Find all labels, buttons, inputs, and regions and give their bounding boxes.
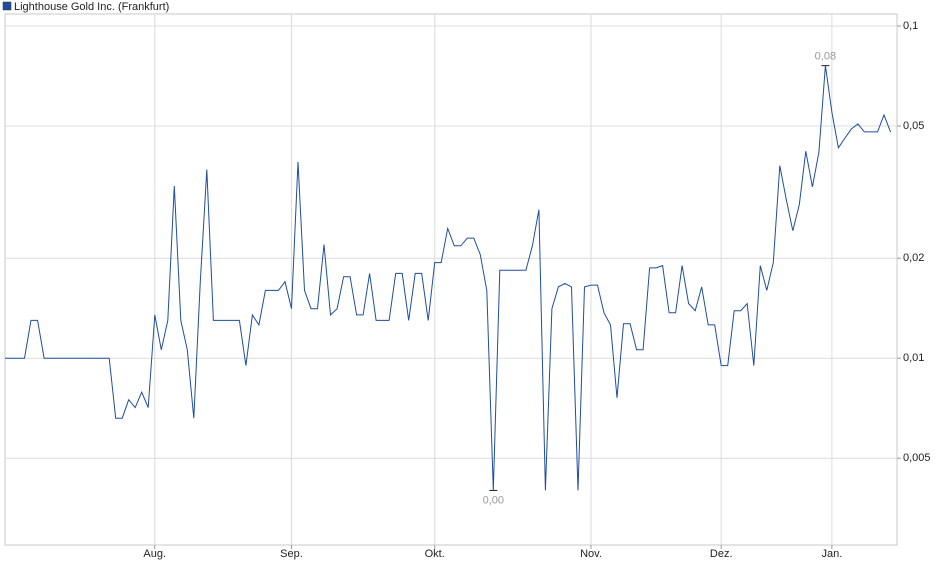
y-tick-label: 0,1 — [903, 20, 918, 32]
legend-swatch — [2, 1, 12, 11]
y-tick-label: 0,02 — [903, 252, 924, 264]
y-tick-label: 0,01 — [903, 352, 924, 364]
y-tick-label: 0,005 — [903, 452, 931, 464]
x-tick-label: Dez. — [710, 548, 733, 560]
value-label: 0,08 — [815, 51, 836, 63]
price-line — [5, 65, 891, 491]
legend-label: Lighthouse Gold Inc. (Frankfurt) — [14, 1, 169, 13]
x-tick-label: Nov. — [580, 548, 602, 560]
x-tick-label: Okt. — [425, 548, 445, 560]
x-tick-label: Aug. — [143, 548, 166, 560]
x-tick-label: Jan. — [821, 548, 842, 560]
value-label: 0,00 — [483, 494, 504, 506]
plot-frame — [4, 13, 898, 546]
y-tick-label: 0,05 — [903, 120, 924, 132]
x-tick-label: Sep. — [280, 548, 303, 560]
